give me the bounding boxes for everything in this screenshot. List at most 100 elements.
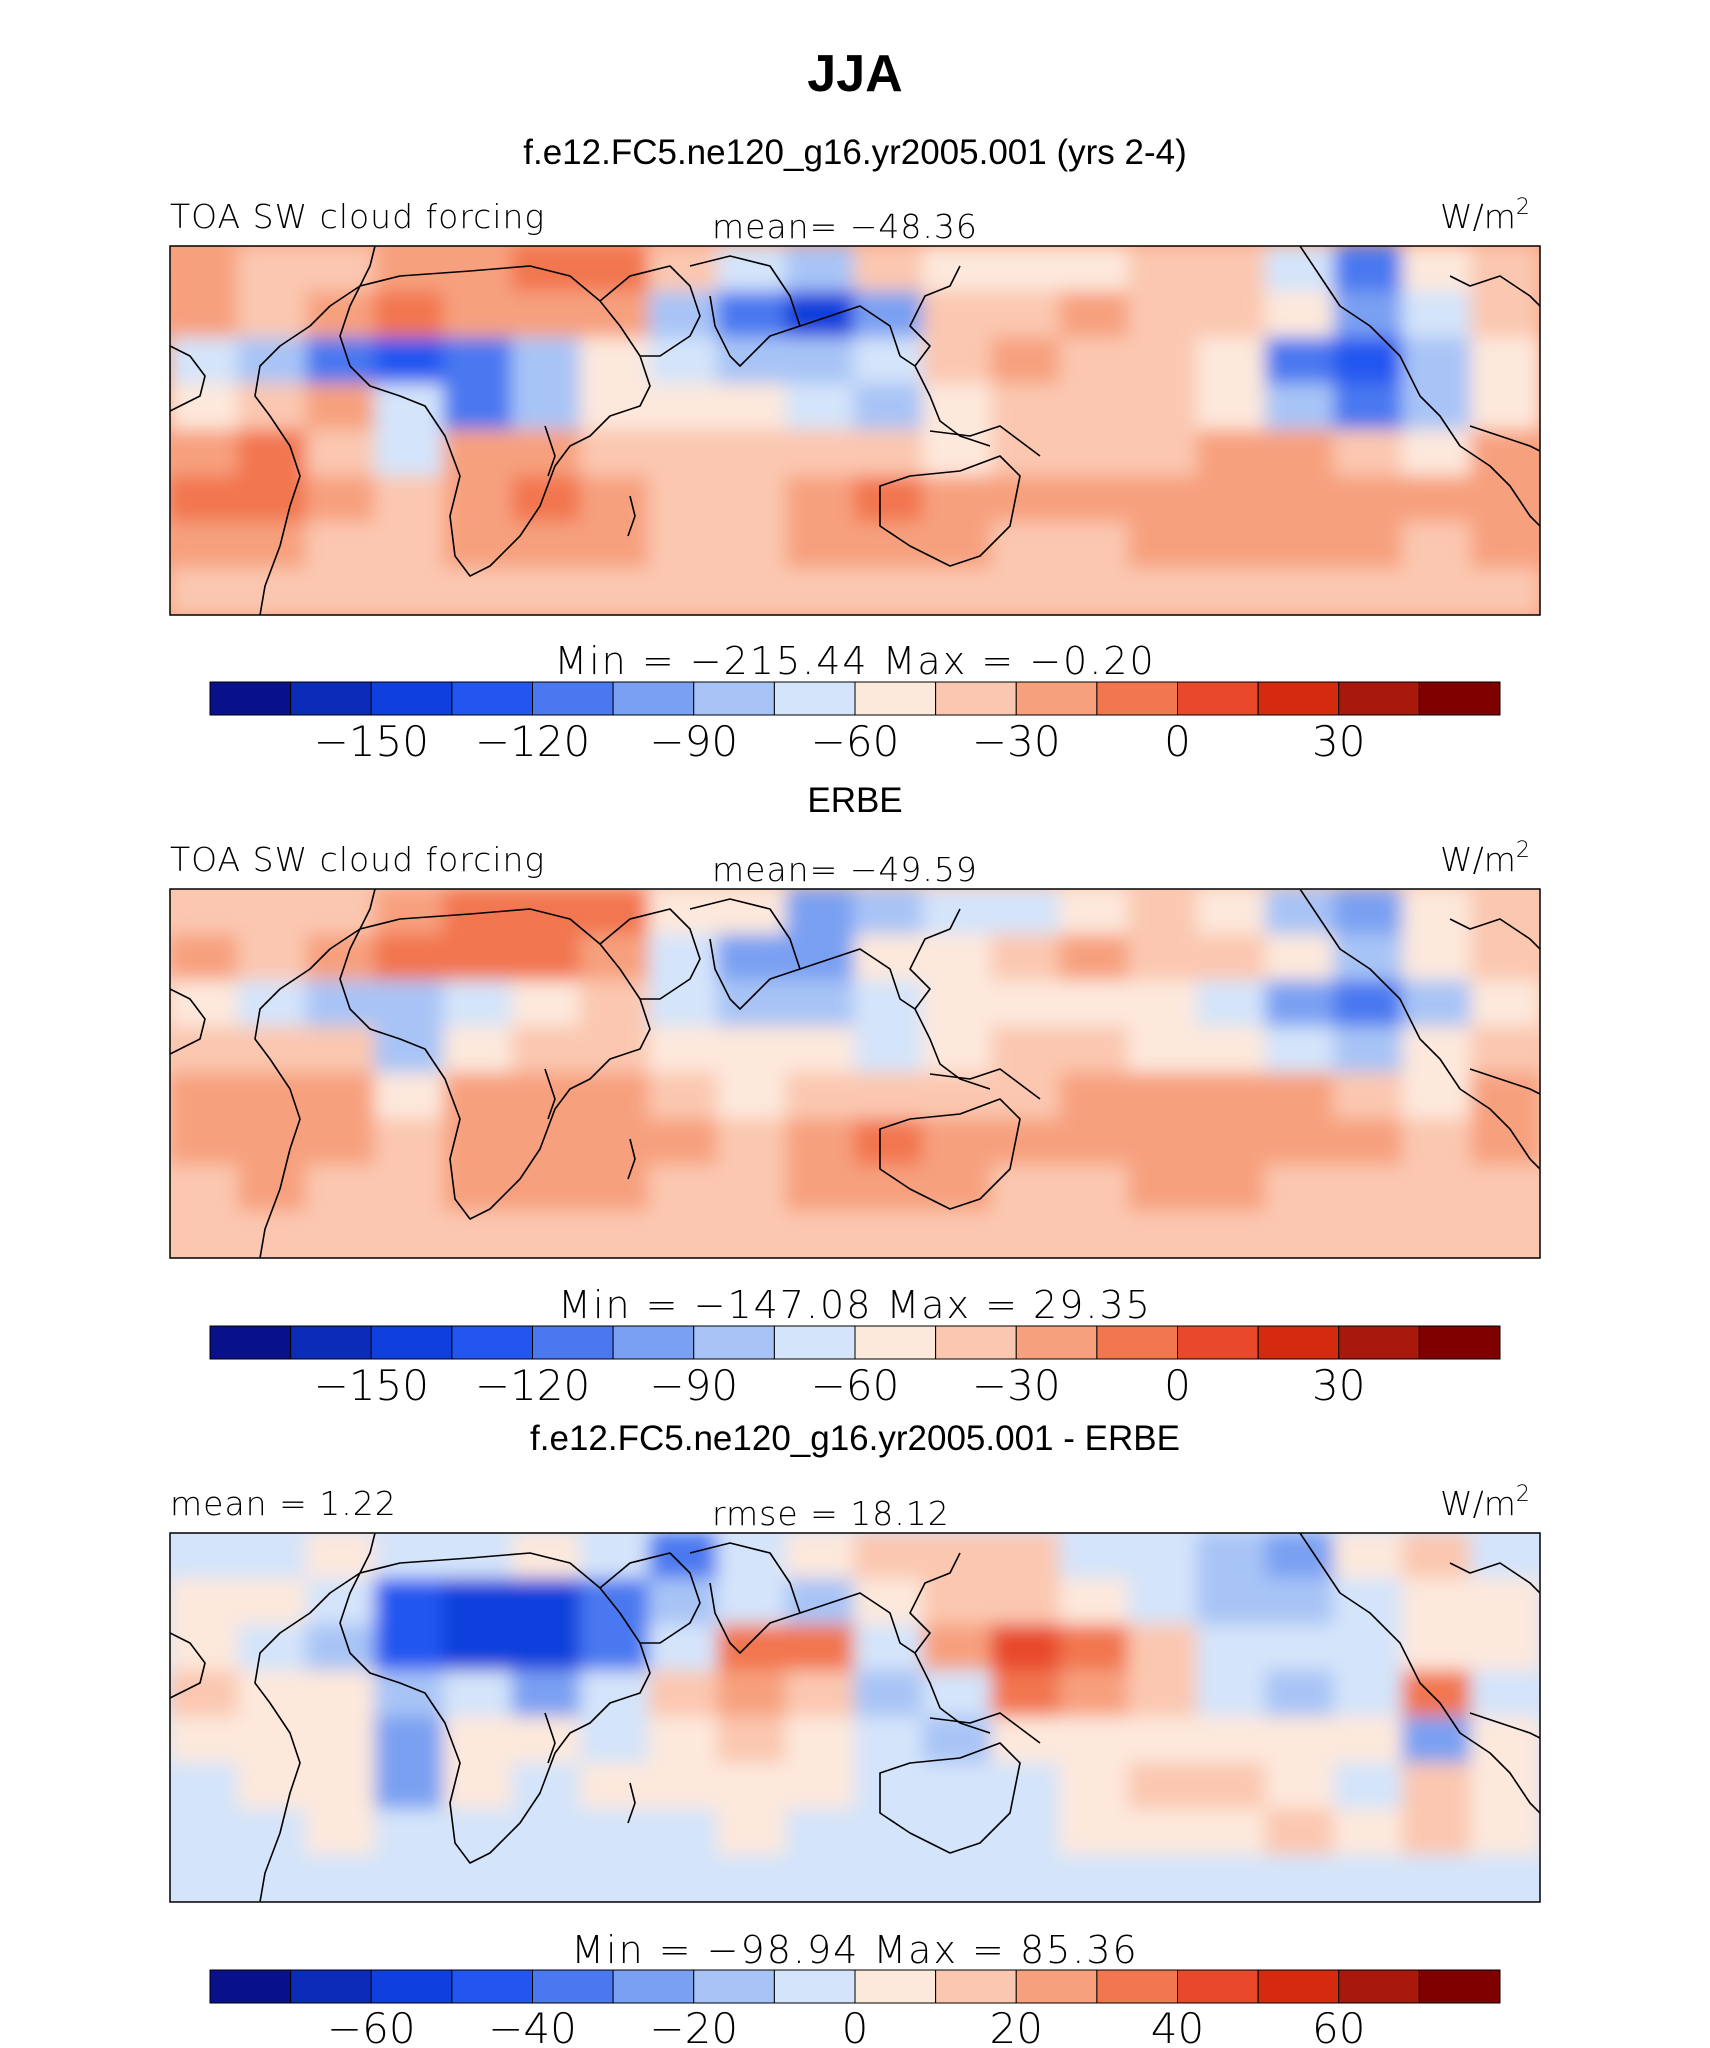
panel1-field-cell [1059, 1072, 1130, 1121]
panel0-coastline [170, 345, 206, 412]
panel2-field-cell [785, 1670, 856, 1719]
panel0-field-cell [991, 337, 1062, 386]
panel2-field-cell [717, 1578, 788, 1627]
panel1-colorbar: −150 −120 −90 −60 −30 0 30 [209, 1325, 1501, 1410]
panel2-colorbar-box [209, 1969, 292, 2004]
panel0-field-cell [374, 291, 445, 340]
panel0-field-cell [1196, 521, 1267, 570]
panel2-field-cell [1059, 1578, 1130, 1627]
panel1-field-cell [511, 1072, 582, 1121]
panel2-colorbar-box [532, 1969, 614, 2004]
panel0-field-cell [991, 383, 1062, 432]
panel2-field-cell [443, 1808, 514, 1857]
panel1-field-cell [785, 1118, 856, 1167]
panel0-field-cell [717, 291, 788, 340]
panel2-field-cell [1128, 1716, 1199, 1765]
panel1-field-cell [580, 1164, 651, 1213]
panel1-field-cell [170, 1026, 240, 1075]
panel0-field-cell [1333, 337, 1404, 386]
panel0-field-cell [1196, 475, 1267, 524]
panel1-field-cell [374, 1072, 445, 1121]
panel1-field-cell [1059, 1164, 1130, 1213]
panel0-field-cell [785, 337, 856, 386]
panel0-field-cell [1059, 567, 1130, 615]
panel0-field-cell [1196, 429, 1267, 478]
panel1-field-cell [785, 980, 856, 1029]
panel2-field-cell [511, 1716, 582, 1765]
panel2-field-cell [237, 1808, 308, 1857]
panel0-field-cell [237, 475, 308, 524]
panel2-field-cell [854, 1578, 925, 1627]
panel0-coastline [689, 255, 801, 367]
panel1-field-cell [1059, 980, 1130, 1029]
panel0-field-cell [1402, 291, 1473, 340]
panel0-field-cell [170, 291, 240, 340]
panel0-field-cell [1402, 475, 1473, 524]
panel1-coastline [929, 1068, 1041, 1100]
panel1-field-cell [785, 1164, 856, 1213]
panel2-field-cell [1128, 1854, 1199, 1902]
panel2-field-cell [1059, 1670, 1130, 1719]
panel0-colorbar-box [451, 681, 533, 716]
panel1-field-cell [922, 934, 993, 983]
panel1-field-cell [511, 1118, 582, 1167]
panel1-field-cell [511, 1164, 582, 1213]
panel2-colorbar-box [290, 1969, 372, 2004]
panel2-field-cell [443, 1670, 514, 1719]
panel2-field-cell [785, 1762, 856, 1811]
panel1-field-cell [854, 1026, 925, 1075]
panel2-colorbar-box [370, 1969, 453, 2004]
panel2-field-cell [854, 1854, 925, 1902]
panel0-field-cell [511, 567, 582, 615]
panel1-coastline [914, 1008, 991, 1090]
panel2-field-cell [580, 1533, 651, 1581]
panel1-field-cell [1265, 1118, 1336, 1167]
panel2-field-cell [170, 1716, 240, 1765]
panel0-field-cell [237, 567, 308, 615]
panel2-field-cell [580, 1624, 651, 1673]
panel2-field-cell [991, 1854, 1062, 1902]
panel1-field-cell [1265, 889, 1336, 937]
panel2-field-cell [648, 1808, 719, 1857]
panel1-field-cell [237, 1164, 308, 1213]
panel0-field-cell [648, 475, 719, 524]
panel2-field-cell [648, 1670, 719, 1719]
panel2-field-cell [922, 1624, 993, 1673]
panel1-colorbar-box [290, 1325, 372, 1360]
panel1-field-cell [991, 934, 1062, 983]
panel1-coastline [544, 1068, 556, 1120]
panel2-field-cell [374, 1578, 445, 1627]
panel2-field-cell [580, 1854, 651, 1902]
panel0-field-cell [1059, 429, 1130, 478]
panel2-coastline [689, 1542, 801, 1654]
panel0-units: W/m2 [1440, 195, 1530, 236]
panel2-field-cell [580, 1578, 651, 1627]
panel0-units-base: W/m [1440, 197, 1516, 236]
panel2-coastline [1449, 1562, 1540, 1594]
panel0-field-cell [443, 429, 514, 478]
panel1-colorbar-tick-label: −30 [972, 1361, 1061, 1410]
panel1-field-cell [443, 1210, 514, 1258]
panel0-field-cell [648, 521, 719, 570]
panel2-field-cell [1333, 1762, 1404, 1811]
panel2-field-cell [511, 1854, 582, 1902]
panel0-field-cell [170, 383, 240, 432]
panel0-field-cell [170, 429, 240, 478]
panel1-field-cell [854, 1164, 925, 1213]
panel1-field-cell [1402, 1026, 1473, 1075]
panel2-coastlines [170, 1533, 1540, 1902]
panel0-field-cell [991, 291, 1062, 340]
panel2-coastline [1299, 1533, 1540, 1814]
panel1-colorbar-tick-label: −120 [475, 1361, 590, 1410]
panel2-units-exp: 2 [1516, 1482, 1530, 1507]
panel0-field-cell [1265, 291, 1336, 340]
panel1-field-cell [1333, 889, 1404, 937]
panel2-field-cell [854, 1808, 925, 1857]
panel0-field-cell [854, 383, 925, 432]
panel1-field-cell [511, 1026, 582, 1075]
panel1-field-cell [580, 1026, 651, 1075]
panel2-field-cell [374, 1624, 445, 1673]
panel2-field-cell [1128, 1578, 1199, 1627]
panel2-field-cell [511, 1762, 582, 1811]
panel1-units-base: W/m [1440, 840, 1516, 879]
